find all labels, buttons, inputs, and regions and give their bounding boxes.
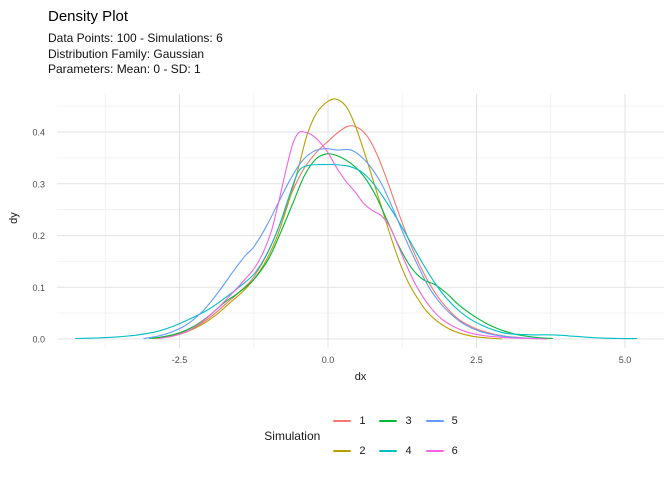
density-curve-1 [152,125,534,340]
legend-item-1: 1 [333,412,365,429]
legend-title: Simulation [264,428,321,443]
y-tick-label: 0.3 [32,179,45,189]
y-tick-label: 0.4 [32,128,45,138]
grid-minor [57,94,664,348]
y-tick-label: 0.0 [32,335,45,345]
y-tick-label: 0.2 [32,231,45,241]
legend-item-5: 5 [425,412,458,429]
legend-label: 3 [405,414,412,427]
density-curve-6 [158,131,548,340]
legend-label: 2 [359,444,366,457]
plot-subtitle: Data Points: 100 - Simulations: 6 Distri… [48,31,223,78]
legend-label: 6 [451,444,458,457]
x-tick-labels: -2.5 0.0 2.5 5.0 [172,355,632,365]
legend-key-line [333,449,352,452]
legend: Simulation 1 2 3 4 5 6 [25,412,672,459]
subtitle-line-3: Parameters: Mean: 0 - SD: 1 [48,62,201,76]
legend-label: 4 [405,444,412,457]
density-curve-4 [75,163,638,340]
legend-label: 1 [359,414,366,427]
legend-key-line [379,449,398,452]
legend-item-4: 4 [379,442,412,459]
x-tick-label: 5.0 [619,355,632,365]
legend-item-2: 2 [333,442,365,459]
density-curve-3 [149,153,554,340]
density-curves [75,98,638,340]
density-curve-5 [143,148,540,340]
x-tick-label: -2.5 [172,355,188,365]
subtitle-line-2: Distribution Family: Gaussian [48,46,205,61]
y-tick-labels: 0.0 0.1 0.2 0.3 0.4 [32,128,45,345]
legend-key-line [379,419,398,422]
legend-key-line [425,419,444,422]
grid-major [57,94,664,348]
legend-item-6: 6 [425,442,458,459]
legend-key-line [333,419,352,422]
x-tick-label: 2.5 [470,355,483,365]
x-axis-title: dx [354,371,367,383]
subtitle-line-1: Data Points: 100 - Simulations: 6 [48,31,223,45]
legend-item-3: 3 [379,412,412,429]
legend-label: 5 [451,414,458,427]
y-axis-title: dy [8,212,20,224]
legend-items: 1 2 3 4 5 6 [333,412,458,459]
legend-key-line [425,449,444,452]
y-tick-label: 0.1 [32,283,45,293]
x-tick-label: 0.0 [322,355,335,365]
plot-title: Density Plot [48,8,129,25]
density-curve-2 [155,98,503,340]
